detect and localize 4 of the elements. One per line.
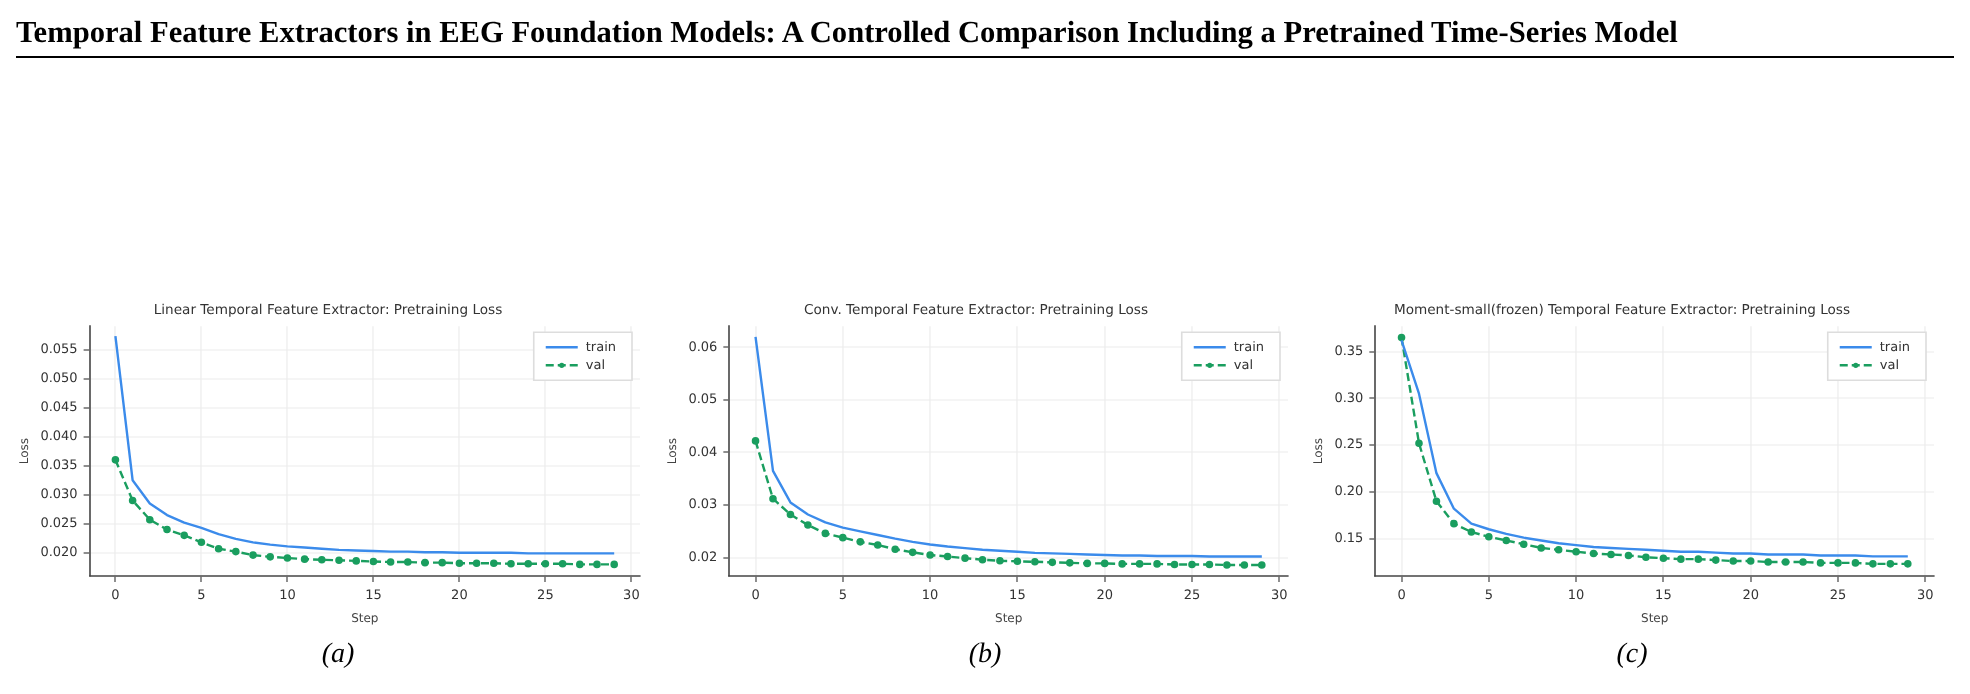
text: (c) bbox=[1614, 640, 1650, 672]
text: (b) bbox=[966, 640, 1004, 672]
text: Temporal Feature Extractors in EEG Foundation Models: A Controlled Comparison Including a Pretrained Time-Series Model bbox=[16, 16, 1954, 52]
text: (a) bbox=[319, 640, 357, 672]
